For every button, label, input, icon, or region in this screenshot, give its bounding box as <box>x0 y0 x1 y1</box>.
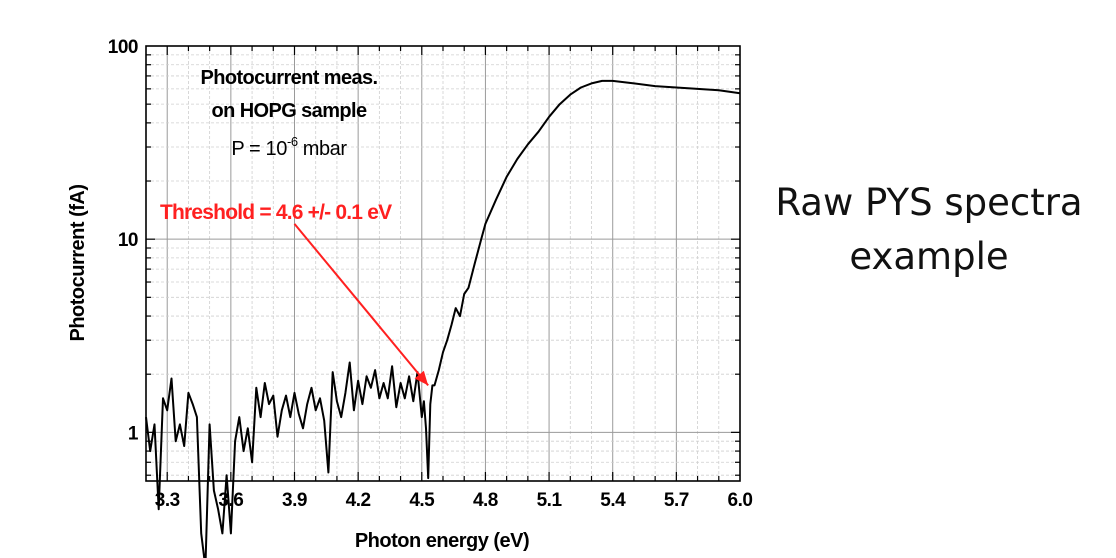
annotation-box-line2: on HOPG sample <box>212 100 367 122</box>
pressure-base: P = 10 <box>231 138 287 160</box>
photocurrent-series-line <box>145 79 741 558</box>
x-tick-label: 4.8 <box>473 490 498 511</box>
caption-line2: example <box>849 235 1009 278</box>
pressure-exponent: -6 <box>287 134 298 149</box>
annotation-pressure: P = 10-6 mbar <box>231 134 347 160</box>
x-tick-label: 3.9 <box>282 490 307 511</box>
x-tick-label: 5.7 <box>664 490 689 511</box>
y-tick-label: 10 <box>118 230 138 251</box>
x-tick-label: 4.5 <box>409 490 435 511</box>
annotation-box-line1: Photocurrent meas. <box>200 67 377 89</box>
x-tick-label: 5.4 <box>600 490 626 511</box>
y-tick-labels: 1 10 100 <box>108 37 140 444</box>
x-tick-label: 4.2 <box>346 490 371 511</box>
pressure-unit: mbar <box>303 138 348 160</box>
series-layer <box>145 79 741 558</box>
threshold-annotation: Threshold = 4.6 +/- 0.1 eV <box>160 201 392 224</box>
y-axis-label: Photocurrent (fA) <box>67 184 89 341</box>
chart-grid <box>146 46 740 481</box>
arrow-head <box>414 370 429 386</box>
y-tick-label: 100 <box>108 37 138 58</box>
x-tick-label: 3.6 <box>218 490 243 511</box>
y-tick-label: 1 <box>128 423 139 444</box>
x-tick-label: 5.1 <box>537 490 563 511</box>
x-tick-label: 3.3 <box>155 490 180 511</box>
caption-line1: Raw PYS spectra <box>775 181 1083 224</box>
x-tick-label: 6.0 <box>728 490 753 511</box>
arrow-shaft <box>293 223 429 387</box>
threshold-arrow <box>293 223 429 387</box>
axis-ticks <box>146 46 740 481</box>
slide-caption: Raw PYS spectra example <box>742 176 1116 284</box>
x-tick-labels: 3.3 3.6 3.9 4.2 4.5 4.8 5.1 5.4 5.7 6.0 <box>155 490 753 511</box>
x-axis-label: Photon energy (eV) <box>355 530 529 552</box>
